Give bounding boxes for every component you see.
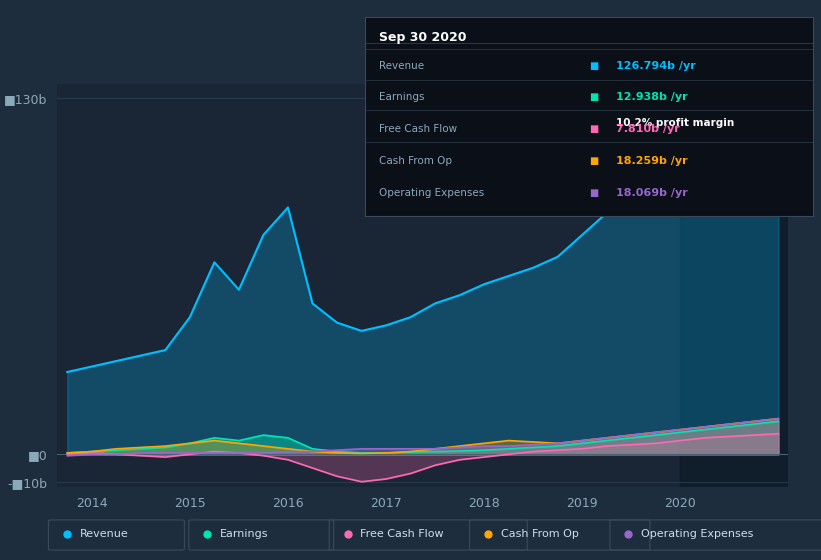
Text: Free Cash Flow: Free Cash Flow [360,529,444,539]
Text: Operating Expenses: Operating Expenses [378,188,484,198]
Text: 18.259b /yr: 18.259b /yr [616,156,687,166]
Text: Revenue: Revenue [80,529,128,539]
Text: Sep 30 2020: Sep 30 2020 [378,31,466,44]
Text: 18.069b /yr: 18.069b /yr [616,188,688,198]
Text: 12.938b /yr: 12.938b /yr [616,92,687,102]
Text: Earnings: Earnings [378,92,424,102]
Text: 10.2% profit margin: 10.2% profit margin [616,118,734,128]
Text: Operating Expenses: Operating Expenses [641,529,754,539]
Text: Cash From Op: Cash From Op [378,156,452,166]
Text: 126.794b /yr: 126.794b /yr [616,60,695,71]
Text: ■: ■ [589,188,599,198]
Text: ■: ■ [589,92,599,102]
Text: Cash From Op: Cash From Op [501,529,579,539]
Text: ■: ■ [589,60,599,71]
Text: Earnings: Earnings [220,529,268,539]
Text: 7.810b /yr: 7.810b /yr [616,124,680,134]
Text: Free Cash Flow: Free Cash Flow [378,124,457,134]
Text: Revenue: Revenue [378,60,424,71]
Text: ■: ■ [589,124,599,134]
Text: ■: ■ [589,156,599,166]
Bar [681,84,788,487]
